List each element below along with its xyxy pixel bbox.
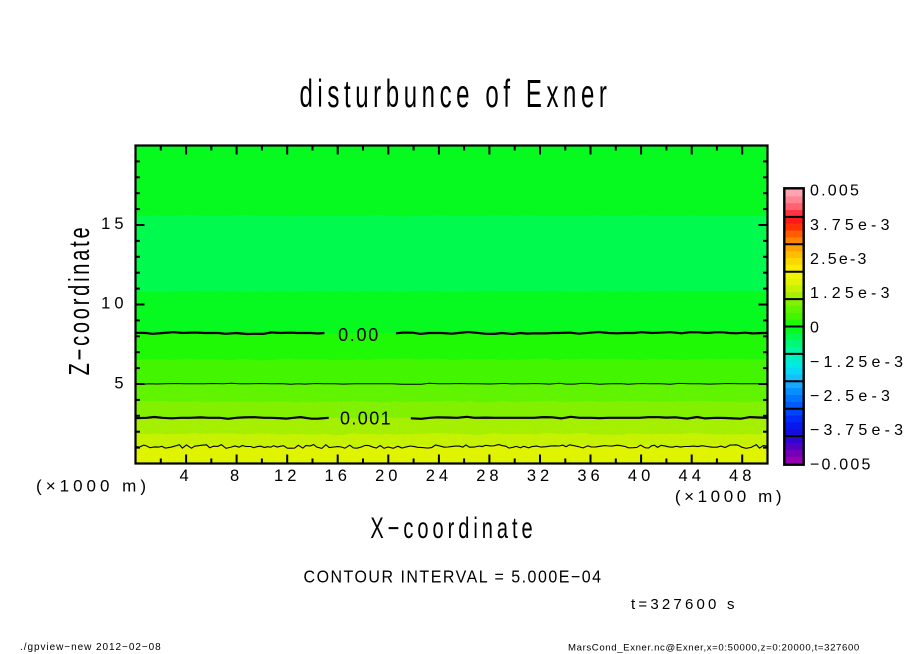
- svg-text:24: 24: [426, 467, 452, 485]
- svg-text:(×1000 m): (×1000 m): [675, 487, 785, 506]
- svg-text:−3.75e-3: −3.75e-3: [810, 422, 904, 439]
- svg-text:0: 0: [810, 320, 821, 337]
- svg-text:44: 44: [679, 467, 705, 485]
- svg-text:(×1000 m): (×1000 m): [36, 477, 150, 496]
- svg-text:CONTOUR INTERVAL = 5.000E−04: CONTOUR INTERVAL = 5.000E−04: [304, 567, 603, 587]
- svg-text:0.001: 0.001: [340, 409, 392, 429]
- svg-text:−0.005: −0.005: [810, 457, 873, 474]
- svg-text:5: 5: [114, 375, 127, 393]
- svg-text:X−coordinate: X−coordinate: [370, 512, 536, 545]
- svg-text:0.00: 0.00: [338, 325, 380, 345]
- svg-text:disturbunce of Exner: disturbunce of Exner: [299, 72, 611, 115]
- svg-text:40: 40: [628, 467, 654, 485]
- svg-text:32: 32: [527, 467, 553, 485]
- svg-text:./gpview−new 2012−02−08: ./gpview−new 2012−02−08: [20, 642, 162, 653]
- svg-text:28: 28: [476, 467, 502, 485]
- svg-text:36: 36: [577, 467, 603, 485]
- svg-text:−1.25e-3: −1.25e-3: [810, 354, 904, 371]
- svg-text:Z−coordinate: Z−coordinate: [63, 225, 96, 376]
- svg-text:3.75e-3: 3.75e-3: [810, 217, 894, 234]
- svg-text:MarsCond_Exner.nc@Exner,x=0:50: MarsCond_Exner.nc@Exner,x=0:50000,z=0:20…: [568, 643, 860, 654]
- svg-text:2.5e-3: 2.5e-3: [810, 251, 869, 268]
- svg-text:4: 4: [180, 467, 193, 485]
- svg-text:10: 10: [101, 295, 127, 313]
- svg-text:1.25e-3: 1.25e-3: [810, 285, 894, 302]
- svg-text:12: 12: [274, 467, 300, 485]
- svg-text:48: 48: [729, 467, 755, 485]
- svg-text:20: 20: [375, 467, 401, 485]
- svg-text:15: 15: [101, 215, 127, 233]
- svg-text:8: 8: [230, 467, 243, 485]
- svg-text:0.005: 0.005: [810, 183, 861, 200]
- svg-text:16: 16: [325, 467, 351, 485]
- svg-text:−2.5e-3: −2.5e-3: [810, 388, 894, 405]
- svg-text:t=327600 s: t=327600 s: [631, 596, 738, 613]
